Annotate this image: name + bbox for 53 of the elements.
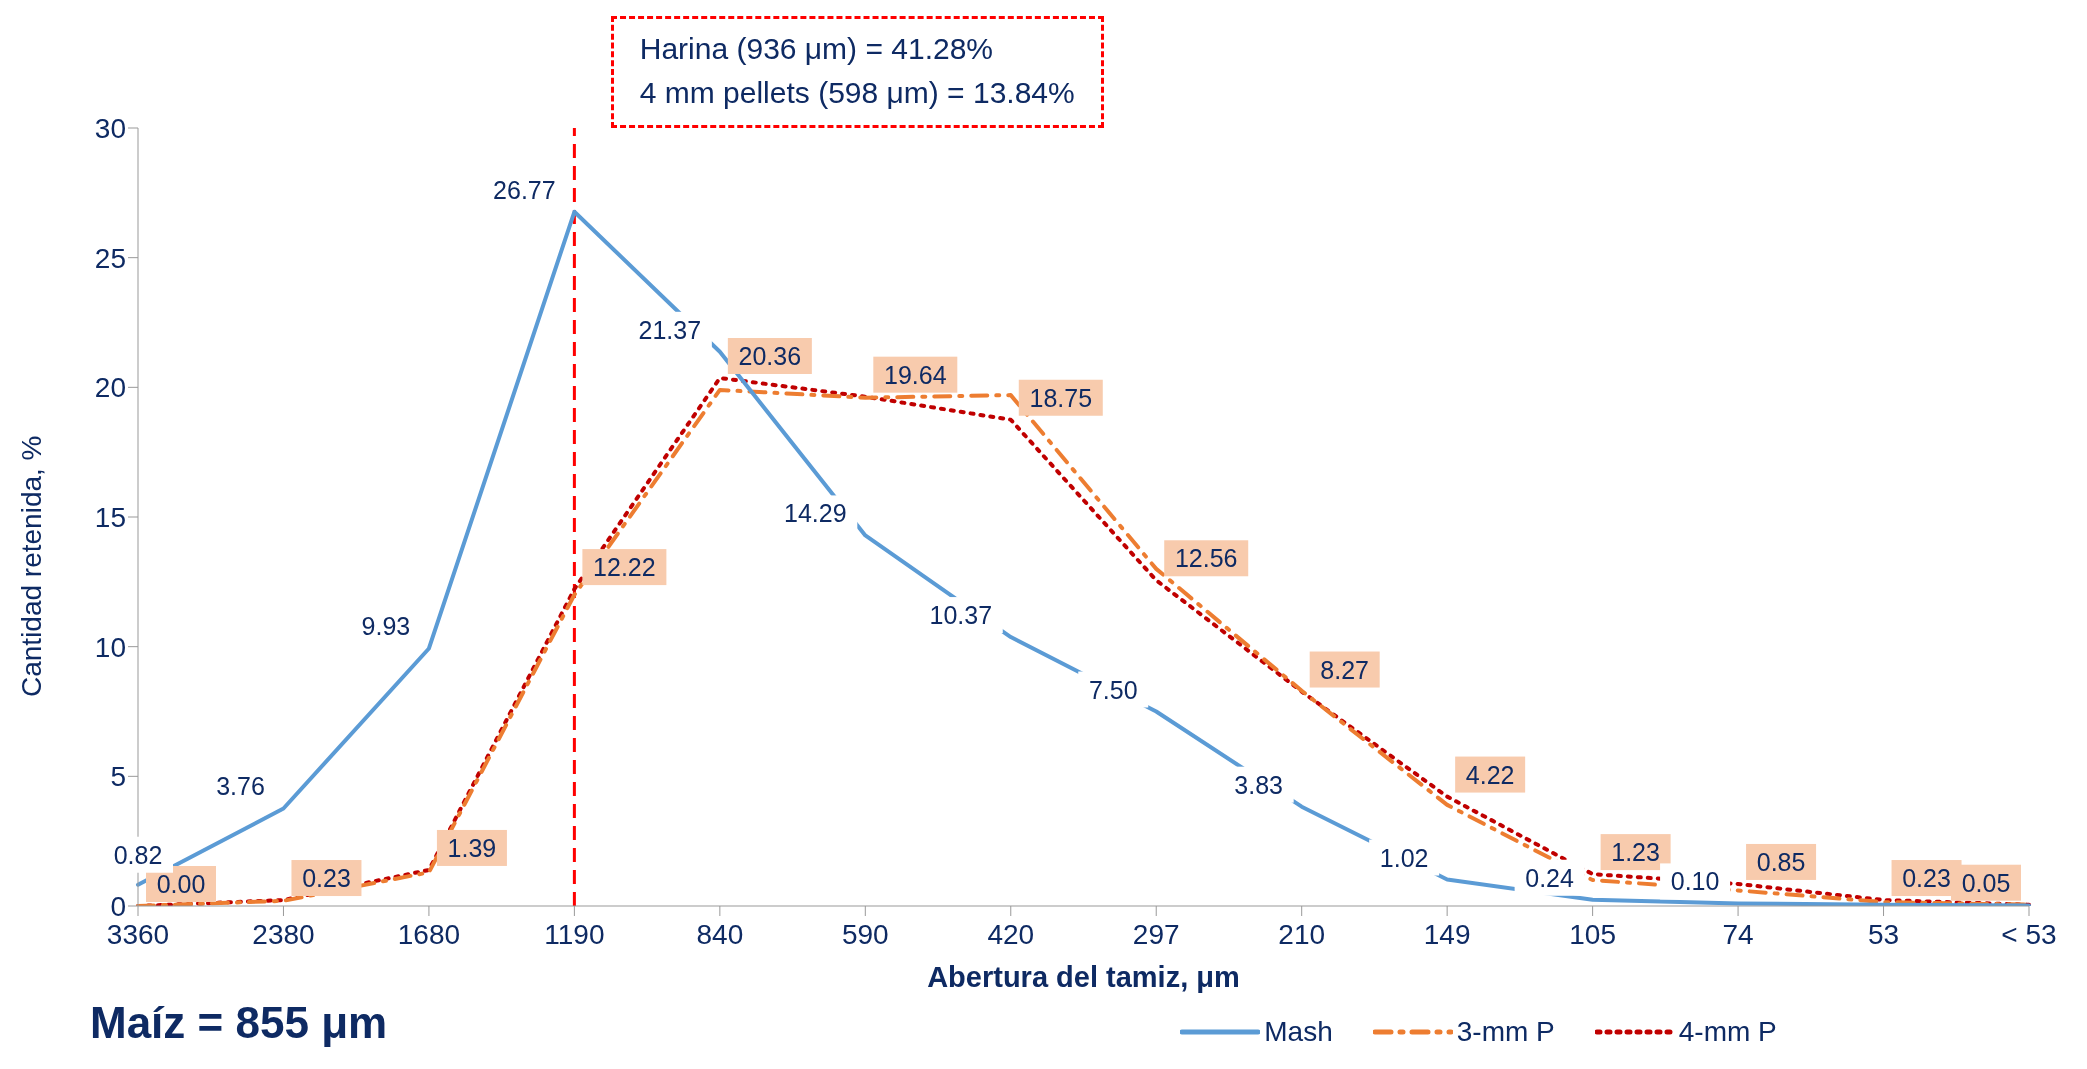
text: Maíz = 855 μm: [90, 998, 388, 1048]
data-label: 9.93: [361, 612, 411, 641]
x-tick-label: 74: [1722, 918, 1754, 950]
x-tick-label: 840: [696, 918, 744, 950]
x-tick-label: 420: [987, 918, 1035, 950]
data-label: 26.77: [493, 175, 556, 204]
legend-label: 4-mm P: [1678, 1016, 1777, 1048]
data-label: 19.64: [884, 360, 947, 389]
y-tick-label: 30: [94, 112, 126, 144]
y-tick-label: 10: [94, 631, 126, 663]
data-label: 14.29: [784, 499, 847, 528]
x-tick-label: 149: [1423, 918, 1471, 950]
y-tick-label: 25: [94, 242, 126, 274]
x-tick-label: 105: [1569, 918, 1616, 950]
x-tick-label: 297: [1132, 918, 1180, 950]
data-label: 4.22: [1465, 760, 1515, 789]
data-label: 18.75: [1029, 383, 1093, 412]
data-label: 0.05: [1961, 868, 2011, 897]
y-axis-title: Cantidad retenida, %: [15, 435, 47, 697]
x-tick-label: 53: [1867, 918, 1900, 950]
data-label: 0.24: [1525, 863, 1575, 892]
x-tick-label: 1680: [397, 918, 461, 950]
data-label: 21.37: [638, 315, 702, 344]
data-label: 0.85: [1756, 847, 1806, 876]
data-label: 8.27: [1320, 655, 1370, 684]
data-label: 0.00: [156, 870, 206, 898]
data-label: 3.83: [1234, 770, 1284, 799]
data-label: 3.76: [216, 772, 265, 801]
y-tick-label: 20: [94, 372, 126, 404]
x-tick-label: 2380: [252, 918, 315, 950]
data-label: 1.23: [1611, 838, 1660, 867]
data-label: 12.22: [593, 553, 656, 582]
text: 4 mm pellets (598 μm) = 13.84%: [639, 75, 1075, 111]
data-label: 10.37: [929, 601, 993, 630]
data-label: 0.10: [1670, 867, 1720, 896]
data-label: 0.23: [302, 864, 351, 893]
data-label: 12.56: [1174, 544, 1238, 573]
x-tick-label: 590: [841, 918, 889, 950]
data-label: 1.39: [447, 833, 497, 862]
legend-label: Mash: [1264, 1016, 1333, 1048]
x-tick-label: < 53: [2001, 918, 2057, 950]
legend-label: 3-mm P: [1456, 1016, 1555, 1048]
y-tick-label: 5: [110, 761, 126, 793]
x-tick-label: 210: [1278, 918, 1326, 950]
data-label: 0.82: [113, 840, 163, 869]
text: Harina (936 μm) = 41.28%: [639, 31, 995, 67]
y-tick-label: 15: [94, 501, 126, 533]
x-tick-label: 1190: [544, 918, 605, 950]
data-label: 1.02: [1379, 843, 1429, 872]
data-label: 20.36: [738, 342, 802, 370]
data-label: 0.23: [1902, 864, 1951, 893]
x-axis-title: Abertura del tamiz, μm: [927, 960, 1240, 993]
data-label: 7.50: [1088, 675, 1138, 704]
